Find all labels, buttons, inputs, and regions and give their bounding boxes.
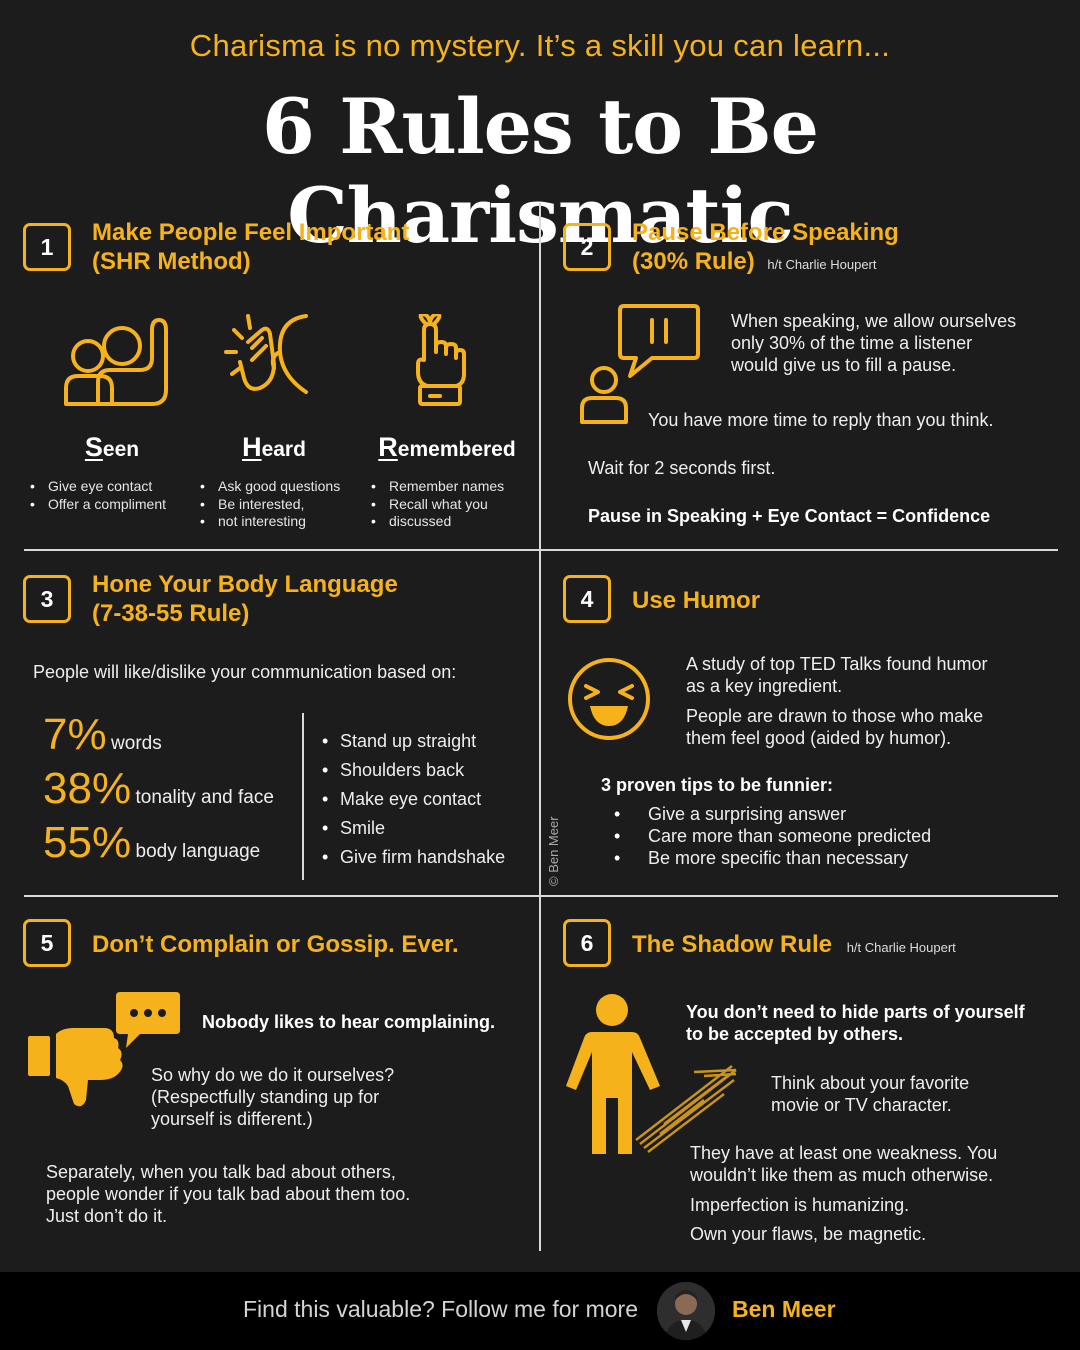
stat-row: 7% words	[43, 710, 162, 759]
paragraph: Imperfection is humanizing.	[690, 1195, 910, 1215]
section-title: Use Humor	[632, 587, 761, 614]
stats-list: 7% words 38% tonality and face 55% body …	[43, 708, 274, 870]
shr-remembered-label: Remembered	[378, 432, 516, 462]
formula-text: Pause in Speaking + Eye Contact = Confid…	[588, 506, 991, 526]
laughing-face-icon	[568, 658, 650, 740]
paragraph: You don’t need to hide parts of yourself…	[686, 1002, 1025, 1044]
section-number: 5	[23, 919, 71, 967]
listening-ear-icon	[224, 314, 308, 394]
section-number: 2	[563, 223, 611, 271]
section-title: Hone Your Body Language (7-38-55 Rule)	[92, 571, 398, 627]
paragraph: Separately, when you talk bad about othe…	[46, 1162, 411, 1226]
heard-list: Ask good questions Be interested, not in…	[198, 478, 340, 531]
string-finger-icon	[416, 314, 466, 406]
seen-list: Give eye contact Offer a compliment	[28, 478, 166, 513]
intro-text: People will like/dislike your communicat…	[33, 662, 457, 682]
vertical-divider	[539, 203, 541, 1251]
stat-row: 55% body language	[43, 818, 261, 867]
list-item: Stand up straight	[320, 727, 505, 756]
paragraph: People are drawn to those who make them …	[686, 706, 984, 748]
tips-title: 3 proven tips to be funnier:	[601, 775, 834, 795]
pause-speech-bubble-icon	[580, 304, 700, 424]
stats-divider	[302, 713, 304, 880]
list-item: Give a surprising answer	[612, 803, 931, 825]
list-item: Offer a compliment	[28, 496, 166, 514]
humor-tips-list: Give a surprising answer Care more than …	[612, 803, 931, 869]
list-item: Be more specific than necessary	[612, 847, 931, 869]
paragraph: When speaking, we allow ourselves only 3…	[731, 311, 1017, 375]
section-title: Don’t Complain or Gossip. Ever.	[92, 931, 459, 958]
section-title: The Shadow Rule h/t Charlie Houpert	[632, 931, 956, 958]
chat-bubble-icon	[116, 992, 180, 1048]
paragraph: Own your flaws, be magnetic.	[690, 1224, 927, 1244]
list-item: Be interested,	[198, 496, 340, 514]
list-item: Give firm handshake	[320, 843, 505, 872]
thumbs-down-icon	[28, 1028, 123, 1107]
list-item: Make eye contact	[320, 785, 505, 814]
paragraph: So why do we do it ourselves? (Respectfu…	[151, 1065, 395, 1129]
list-item: Recall what you	[369, 496, 504, 514]
section-title: Make People Feel Important (SHR Method)	[92, 219, 410, 275]
list-item: Smile	[320, 814, 505, 843]
paragraph: Think about your favorite movie or TV ch…	[771, 1073, 970, 1115]
section-number: 3	[23, 575, 71, 623]
list-item: Ask good questions	[198, 478, 340, 496]
avatar[interactable]	[657, 1282, 715, 1340]
list-item: Shoulders back	[320, 756, 505, 785]
paragraph: Nobody likes to hear complaining.	[202, 1012, 496, 1032]
body-tips-list: Stand up straight Shoulders back Make ey…	[320, 727, 505, 872]
section-number: 4	[563, 575, 611, 623]
author-name[interactable]: Ben Meer	[732, 1296, 836, 1322]
list-item: discussed	[369, 513, 504, 531]
avatar-person-icon	[657, 1282, 715, 1340]
paragraph: You have more time to reply than you thi…	[648, 410, 994, 430]
list-item: Care more than someone predicted	[612, 825, 931, 847]
subtitle: Charisma is no mystery. It’s a skill you…	[189, 28, 891, 63]
copyright: © Ben Meer	[546, 816, 561, 886]
shr-seen-label: Seen	[84, 432, 140, 462]
paragraph: Wait for 2 seconds first.	[588, 458, 776, 478]
section-number: 6	[563, 919, 611, 967]
paragraph: They have at least one weakness. You wou…	[690, 1143, 998, 1185]
shr-heard-label: Heard	[242, 432, 306, 462]
person-shadow-icon	[566, 994, 737, 1154]
paragraph: A study of top TED Talks found humor as …	[686, 654, 988, 696]
list-item: not interesting	[198, 513, 340, 531]
stat-row: 38% tonality and face	[43, 764, 274, 813]
hat-tip: h/t Charlie Houpert	[846, 940, 956, 955]
list-item: Give eye contact	[28, 478, 166, 496]
footer-cta: Find this valuable? Follow me for more	[243, 1296, 638, 1322]
people-icon	[64, 318, 168, 406]
horizontal-divider-1	[24, 549, 1058, 551]
section-number: 1	[23, 223, 71, 271]
remembered-list: Remember names Recall what you discussed	[369, 478, 504, 531]
footer: Find this valuable? Follow me for more B…	[0, 1272, 1080, 1350]
horizontal-divider-2	[24, 895, 1058, 897]
list-item: Remember names	[369, 478, 504, 496]
hat-tip: h/t Charlie Houpert	[767, 257, 877, 272]
section-title: Pause Before Speaking (30% Rule) h/t Cha…	[632, 219, 899, 275]
